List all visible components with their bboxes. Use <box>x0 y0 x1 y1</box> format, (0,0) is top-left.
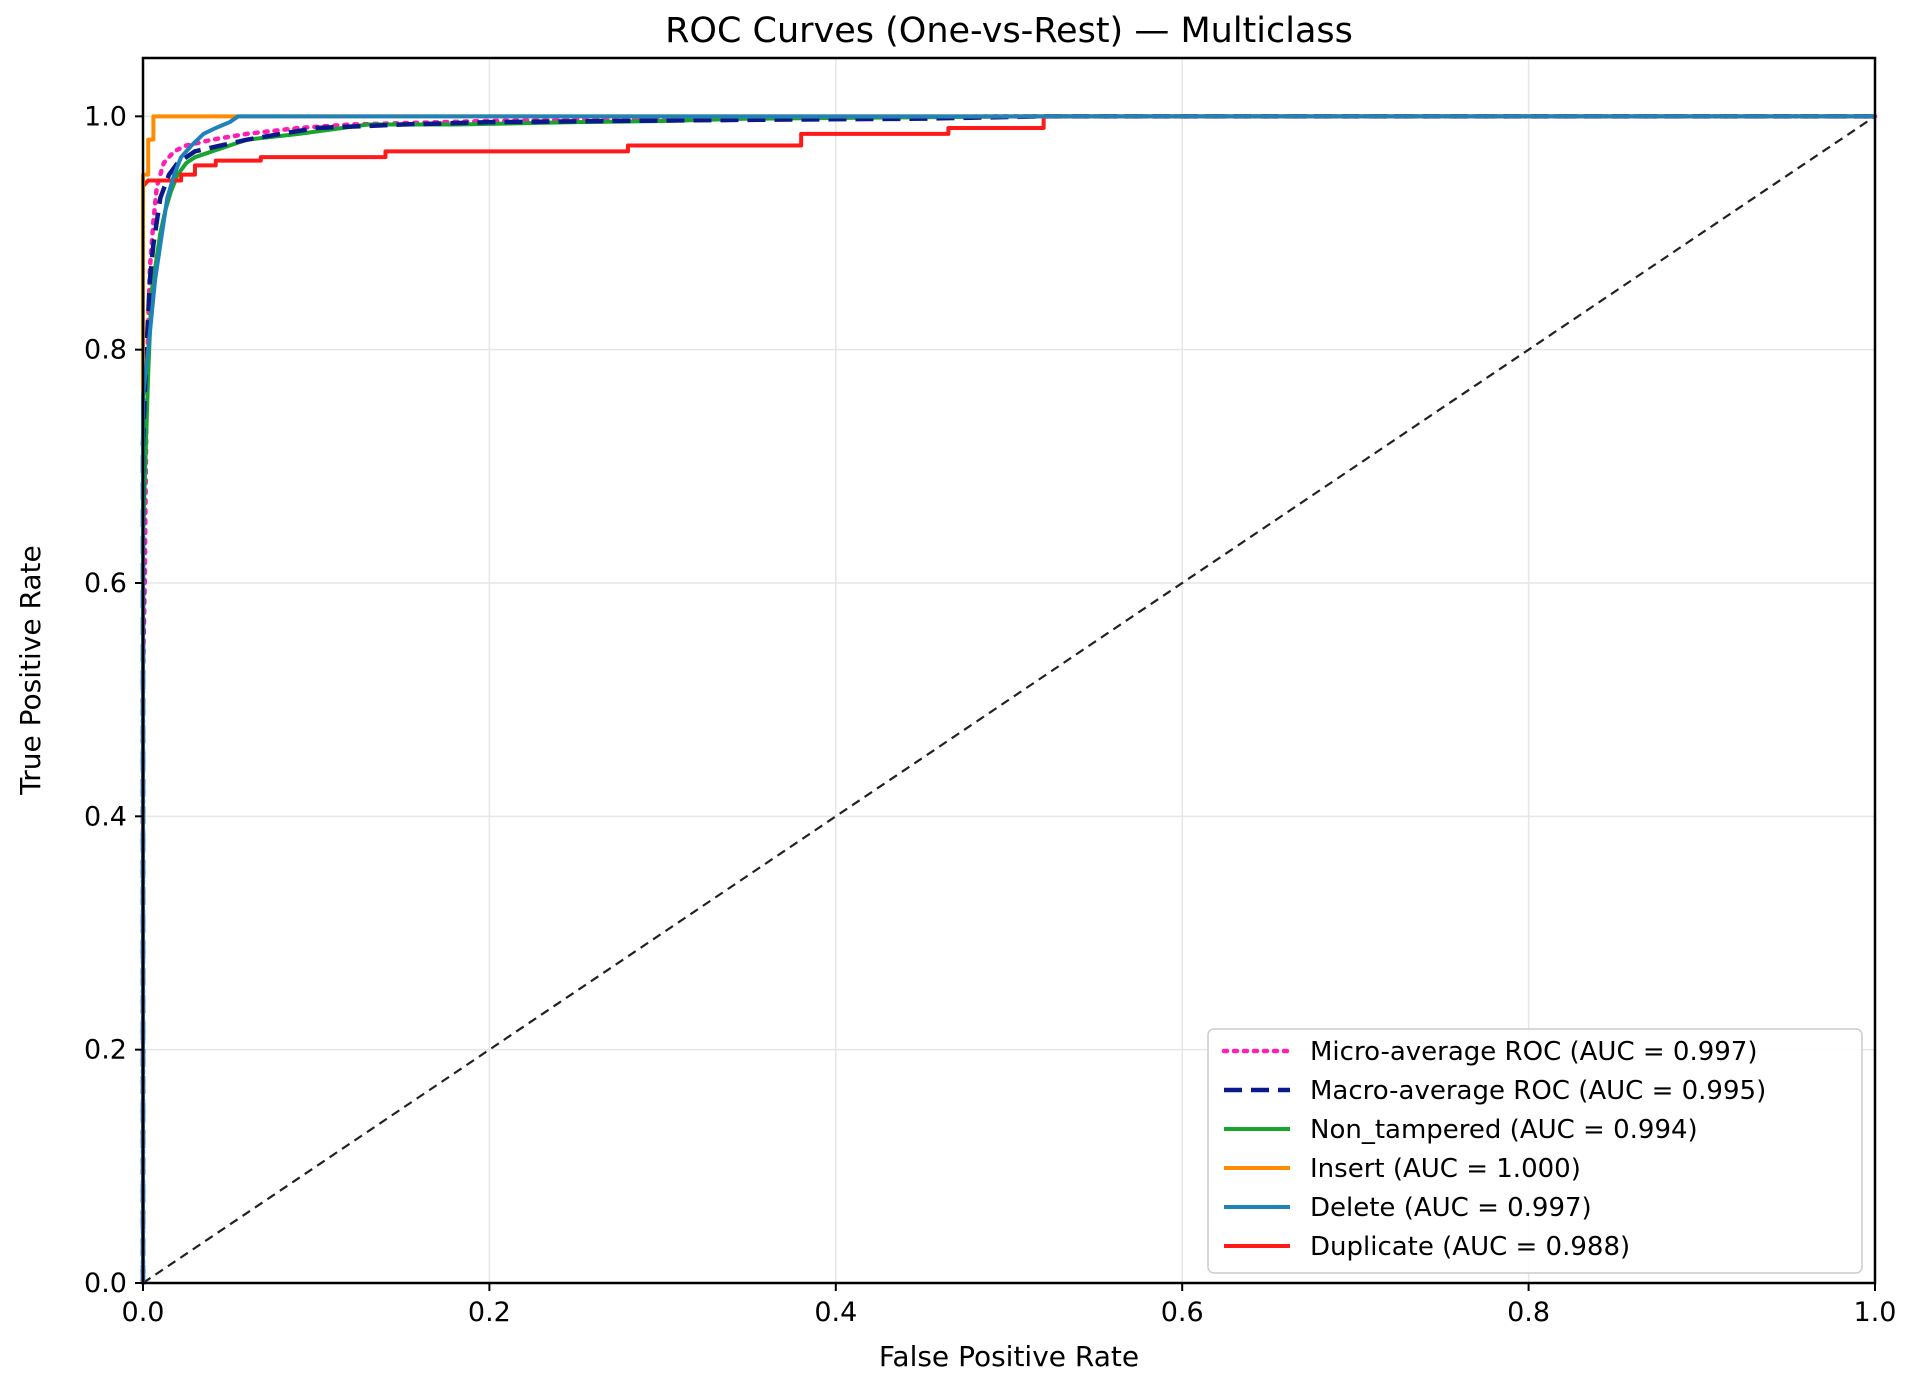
x-tick-label-0: 0.0 <box>122 1297 165 1328</box>
x-tick-label-4: 0.8 <box>1507 1297 1550 1328</box>
y-tick-label-0: 0.0 <box>84 1268 127 1299</box>
legend-label-1: Macro-average ROC (AUC = 0.995) <box>1310 1076 1766 1106</box>
series-line-1 <box>140 114 1875 1283</box>
x-axis-label: False Positive Rate <box>879 1340 1139 1373</box>
chance-diagonal-line <box>142 115 1876 1284</box>
axes-frame <box>141 56 1877 1285</box>
y-axis-label: True Positive Rate <box>14 545 47 795</box>
series-line-4 <box>141 114 1875 1283</box>
legend-label-2: Non_tampered (AUC = 0.994) <box>1310 1115 1698 1145</box>
x-tick-label-2: 0.4 <box>814 1297 857 1328</box>
series-line-5 <box>141 114 1875 1283</box>
y-tick-label-5: 1.0 <box>84 101 127 132</box>
legend-label-3: Insert (AUC = 1.000) <box>1310 1154 1581 1184</box>
x-tick-label-5: 1.0 <box>1854 1297 1897 1328</box>
x-tick-label-3: 0.6 <box>1161 1297 1204 1328</box>
y-tick-label-2: 0.4 <box>84 801 127 832</box>
plot-area <box>140 114 1878 1286</box>
legend-label-0: Micro-average ROC (AUC = 0.997) <box>1310 1037 1758 1067</box>
legend-label-5: Duplicate (AUC = 0.988) <box>1310 1232 1630 1262</box>
y-tick-label-1: 0.2 <box>84 1035 127 1066</box>
axis-ticks: 0.0 0.2 0.4 0.6 0.8 1.0 0.0 0.2 0.4 0.6 0.8 1.0 <box>84 101 1896 1328</box>
chart-title: ROC Curves (One-vs-Rest) — Multiclass <box>665 11 1353 51</box>
legend: Micro-average ROC (AUC = 0.997) Macro-ave… <box>1207 1028 1863 1274</box>
y-tick-label-3: 0.6 <box>84 568 127 599</box>
y-tick-label-4: 0.8 <box>84 335 127 366</box>
x-tick-label-1: 0.2 <box>468 1297 511 1328</box>
grid-lines <box>142 58 1876 1284</box>
legend-label-4: Delete (AUC = 0.997) <box>1310 1193 1592 1223</box>
legend-box <box>1207 1028 1863 1274</box>
